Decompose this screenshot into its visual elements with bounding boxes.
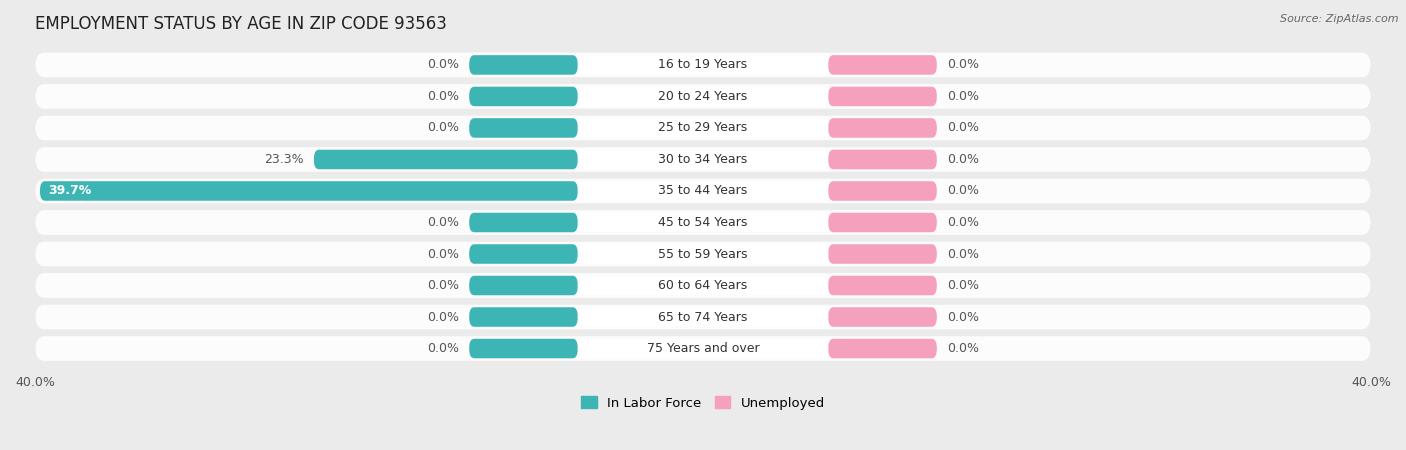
FancyBboxPatch shape — [828, 213, 936, 232]
FancyBboxPatch shape — [35, 210, 1371, 235]
FancyBboxPatch shape — [828, 150, 936, 169]
Text: 0.0%: 0.0% — [946, 310, 979, 324]
Text: 25 to 29 Years: 25 to 29 Years — [658, 122, 748, 135]
FancyBboxPatch shape — [470, 276, 578, 295]
Text: 0.0%: 0.0% — [946, 342, 979, 355]
Text: 75 Years and over: 75 Years and over — [647, 342, 759, 355]
Text: 0.0%: 0.0% — [427, 58, 460, 72]
Text: 39.7%: 39.7% — [48, 184, 91, 198]
FancyBboxPatch shape — [828, 339, 936, 358]
FancyBboxPatch shape — [578, 181, 828, 201]
Text: 0.0%: 0.0% — [946, 153, 979, 166]
Text: 65 to 74 Years: 65 to 74 Years — [658, 310, 748, 324]
FancyBboxPatch shape — [35, 53, 1371, 77]
Text: 0.0%: 0.0% — [427, 279, 460, 292]
Text: 0.0%: 0.0% — [946, 90, 979, 103]
Text: 16 to 19 Years: 16 to 19 Years — [658, 58, 748, 72]
Text: EMPLOYMENT STATUS BY AGE IN ZIP CODE 93563: EMPLOYMENT STATUS BY AGE IN ZIP CODE 935… — [35, 15, 447, 33]
FancyBboxPatch shape — [470, 87, 578, 106]
FancyBboxPatch shape — [578, 118, 828, 138]
FancyBboxPatch shape — [35, 336, 1371, 361]
FancyBboxPatch shape — [828, 276, 936, 295]
FancyBboxPatch shape — [314, 150, 578, 169]
FancyBboxPatch shape — [578, 55, 828, 75]
Text: Source: ZipAtlas.com: Source: ZipAtlas.com — [1281, 14, 1399, 23]
FancyBboxPatch shape — [470, 213, 578, 232]
FancyBboxPatch shape — [578, 213, 828, 232]
FancyBboxPatch shape — [578, 87, 828, 106]
FancyBboxPatch shape — [35, 84, 1371, 109]
FancyBboxPatch shape — [470, 307, 578, 327]
FancyBboxPatch shape — [35, 179, 1371, 203]
FancyBboxPatch shape — [828, 181, 936, 201]
FancyBboxPatch shape — [828, 87, 936, 106]
Text: 55 to 59 Years: 55 to 59 Years — [658, 248, 748, 261]
FancyBboxPatch shape — [35, 116, 1371, 140]
FancyBboxPatch shape — [35, 273, 1371, 298]
Text: 35 to 44 Years: 35 to 44 Years — [658, 184, 748, 198]
FancyBboxPatch shape — [35, 305, 1371, 329]
FancyBboxPatch shape — [578, 339, 828, 358]
FancyBboxPatch shape — [35, 242, 1371, 266]
FancyBboxPatch shape — [39, 181, 578, 201]
FancyBboxPatch shape — [828, 244, 936, 264]
FancyBboxPatch shape — [470, 118, 578, 138]
FancyBboxPatch shape — [578, 307, 828, 327]
Text: 0.0%: 0.0% — [427, 216, 460, 229]
Text: 0.0%: 0.0% — [946, 248, 979, 261]
Text: 0.0%: 0.0% — [946, 279, 979, 292]
Text: 0.0%: 0.0% — [946, 184, 979, 198]
Text: 0.0%: 0.0% — [427, 122, 460, 135]
Text: 0.0%: 0.0% — [427, 90, 460, 103]
Text: 0.0%: 0.0% — [946, 58, 979, 72]
Text: 0.0%: 0.0% — [427, 342, 460, 355]
FancyBboxPatch shape — [578, 244, 828, 264]
Text: 0.0%: 0.0% — [946, 216, 979, 229]
FancyBboxPatch shape — [470, 339, 578, 358]
FancyBboxPatch shape — [470, 55, 578, 75]
Text: 30 to 34 Years: 30 to 34 Years — [658, 153, 748, 166]
FancyBboxPatch shape — [35, 147, 1371, 172]
FancyBboxPatch shape — [828, 118, 936, 138]
Text: 0.0%: 0.0% — [427, 248, 460, 261]
FancyBboxPatch shape — [578, 276, 828, 295]
FancyBboxPatch shape — [578, 150, 828, 169]
Text: 23.3%: 23.3% — [264, 153, 304, 166]
FancyBboxPatch shape — [828, 55, 936, 75]
FancyBboxPatch shape — [828, 307, 936, 327]
Text: 0.0%: 0.0% — [427, 310, 460, 324]
FancyBboxPatch shape — [470, 244, 578, 264]
Legend: In Labor Force, Unemployed: In Labor Force, Unemployed — [581, 396, 825, 410]
Text: 60 to 64 Years: 60 to 64 Years — [658, 279, 748, 292]
Text: 45 to 54 Years: 45 to 54 Years — [658, 216, 748, 229]
Text: 20 to 24 Years: 20 to 24 Years — [658, 90, 748, 103]
Text: 0.0%: 0.0% — [946, 122, 979, 135]
